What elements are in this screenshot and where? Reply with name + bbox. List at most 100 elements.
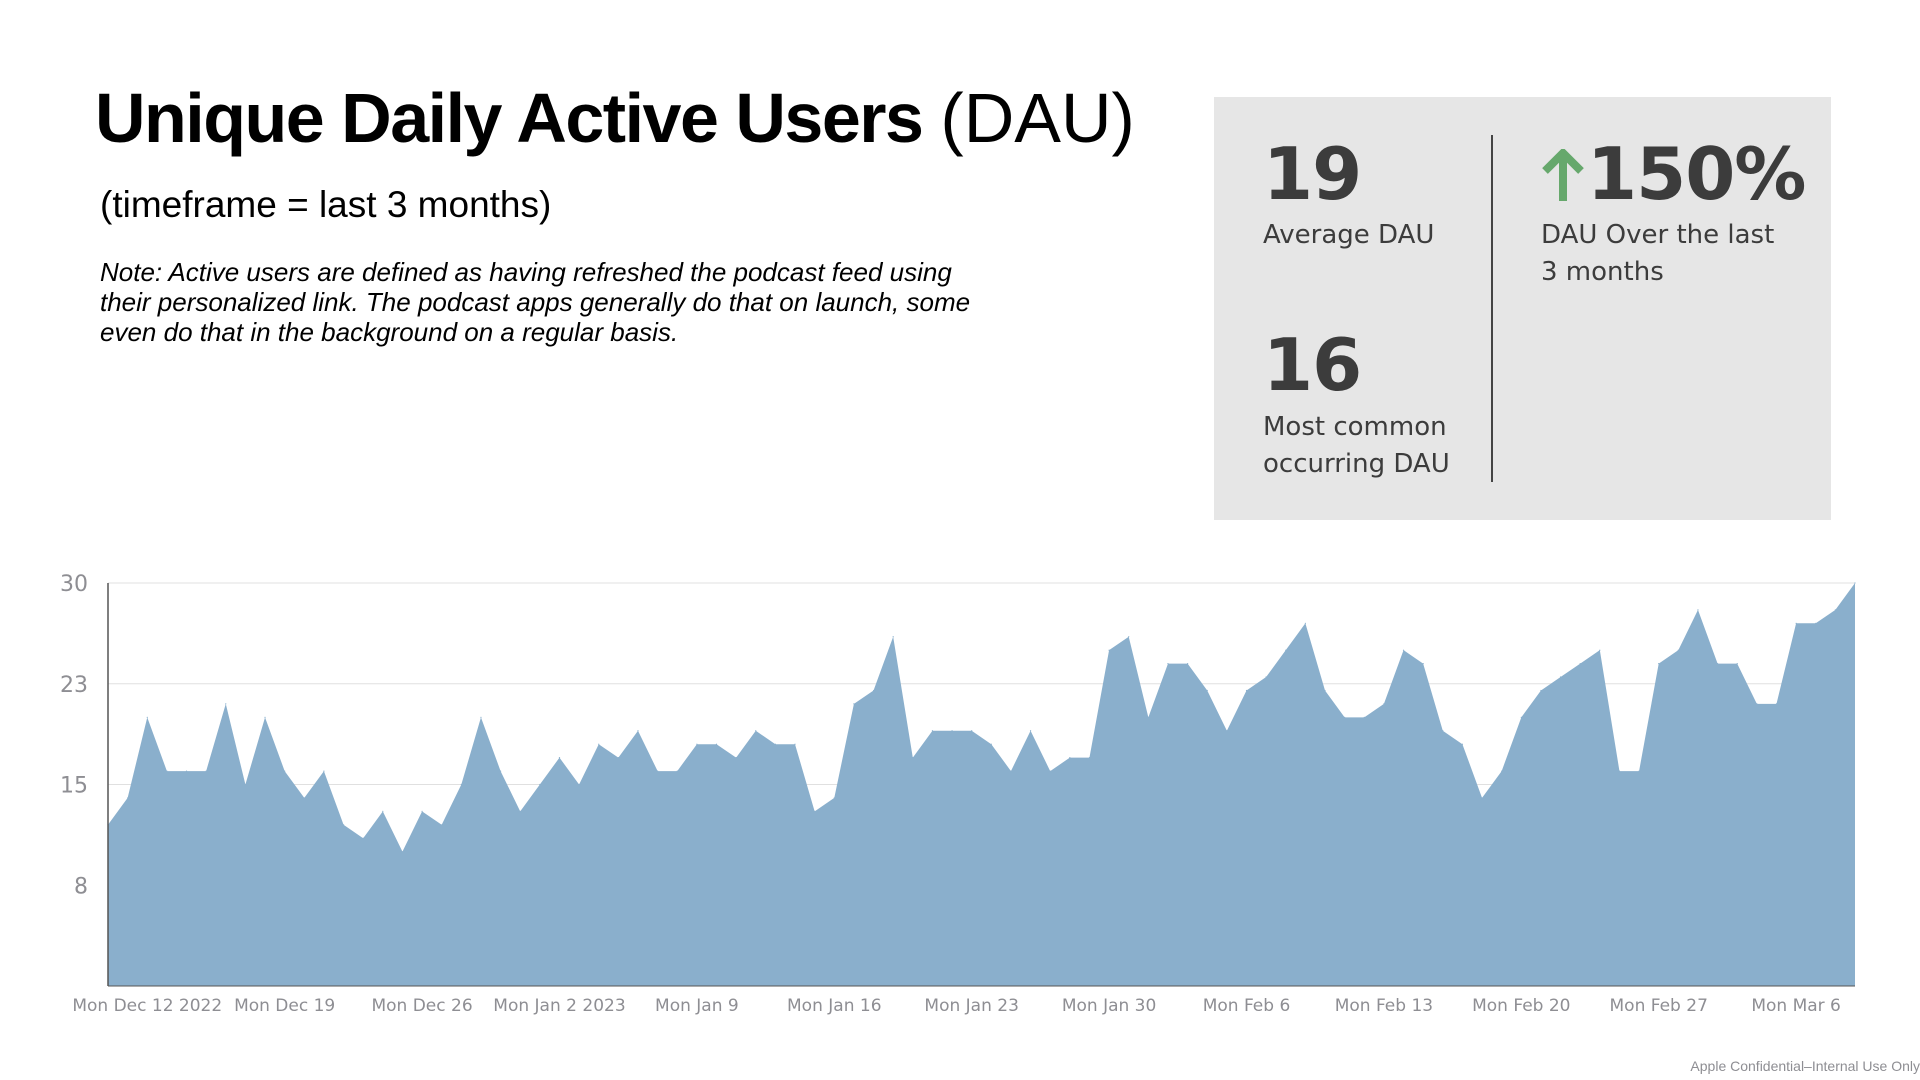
x-tick-label: Mon Jan 16 (787, 996, 882, 1016)
data-point (1383, 703, 1385, 705)
data-point (1167, 663, 1169, 665)
data-point (244, 783, 246, 786)
x-tick-label: Mon Feb 6 (1203, 996, 1291, 1016)
data-point (1461, 743, 1464, 745)
data-point (1324, 689, 1326, 692)
x-tick-label: Mon Dec 12 2022 (72, 996, 222, 1016)
data-point (1245, 689, 1248, 692)
data-point (1402, 649, 1405, 651)
dau-area-series (108, 583, 1855, 986)
data-point (1226, 730, 1228, 732)
data-point (303, 797, 305, 799)
data-point (931, 730, 934, 732)
data-point (1481, 797, 1483, 799)
data-point (225, 703, 227, 705)
data-point (1285, 649, 1287, 651)
data-point (1128, 636, 1130, 638)
data-point (205, 770, 207, 772)
data-point (323, 770, 325, 772)
x-tick-label: Mon Feb 13 (1335, 996, 1433, 1016)
average-dau-value: 19 (1263, 132, 1362, 216)
timeframe-subtitle: (timeframe = last 3 months) (100, 184, 552, 225)
data-point (185, 770, 188, 772)
data-point (284, 770, 286, 772)
data-point (990, 743, 992, 745)
x-tick-label: Mon Jan 30 (1062, 996, 1157, 1016)
data-point (1559, 676, 1562, 678)
data-point (755, 730, 757, 732)
data-point (1579, 663, 1581, 665)
average-dau-label: Average DAU (1263, 220, 1435, 250)
data-point (833, 797, 835, 799)
data-point (1501, 770, 1503, 772)
data-point (1815, 622, 1817, 624)
data-point (558, 757, 561, 759)
data-point (1422, 663, 1424, 665)
x-tick-label: Mon Jan 9 (655, 996, 739, 1016)
data-point (1677, 649, 1679, 651)
x-tick-label: Mon Feb 20 (1472, 996, 1570, 1016)
data-point (1736, 663, 1738, 665)
x-tick-label: Mon Dec 26 (371, 996, 472, 1016)
data-point (401, 851, 404, 853)
data-point (1658, 663, 1660, 665)
data-point (1363, 716, 1365, 718)
data-point (166, 770, 168, 772)
y-tick-label: 8 (74, 874, 88, 899)
data-point (264, 716, 266, 718)
x-tick-label: Mon Jan 23 (924, 996, 1019, 1016)
mode-dau-label: Most common occurring DAU (1263, 412, 1450, 479)
data-point (912, 757, 914, 759)
data-point (342, 824, 345, 826)
y-tick-label: 15 (60, 774, 88, 799)
data-point (676, 770, 678, 772)
data-point (872, 689, 875, 692)
data-point (1344, 716, 1346, 718)
data-point (794, 743, 796, 745)
data-point (598, 743, 600, 745)
data-point (441, 824, 443, 826)
data-point (1010, 770, 1012, 772)
data-point (1265, 676, 1267, 678)
dau-area-chart: 30 23 15 8 Mon Dec 12 2022 Mon Dec 19 Mon Dec … (60, 572, 1856, 1016)
data-point (1717, 663, 1719, 665)
data-point (1697, 609, 1699, 611)
title-main: Unique Daily Active Users (95, 79, 924, 157)
data-point (1304, 622, 1306, 624)
mode-dau-value: 16 (1263, 323, 1362, 407)
data-point (1834, 609, 1836, 611)
data-point (1069, 757, 1071, 759)
data-point (951, 730, 953, 732)
data-point (480, 716, 482, 718)
arrow-up-icon (1541, 140, 1585, 220)
data-point (1206, 689, 1208, 692)
y-tick-label: 30 (60, 572, 88, 597)
data-point (696, 743, 698, 745)
data-point (892, 636, 894, 638)
data-point (1540, 689, 1542, 692)
data-point (774, 743, 776, 745)
page-title: Unique Daily Active Users (DAU) (95, 78, 1135, 158)
data-point (1618, 770, 1621, 772)
data-point (362, 837, 364, 839)
data-point (1599, 649, 1601, 651)
definition-note: Note: Active users are defined as having… (100, 257, 971, 347)
data-point (460, 783, 462, 786)
data-point (1854, 582, 1856, 584)
kpi-panel: 19 Average DAU 16 Most common occurring … (1214, 97, 1831, 520)
data-point (1029, 730, 1032, 732)
data-point (421, 810, 423, 812)
x-tick-label: Mon Jan 2 2023 (493, 996, 625, 1016)
data-point (1756, 703, 1758, 705)
data-point (1442, 730, 1444, 732)
data-point (1108, 649, 1110, 651)
data-point (1147, 716, 1149, 718)
data-point (499, 770, 502, 772)
data-point (617, 757, 619, 759)
data-point (127, 797, 129, 799)
x-tick-label: Mon Dec 19 (234, 996, 335, 1016)
data-point (1520, 716, 1522, 718)
data-point (637, 730, 639, 732)
growth-value-row: 150% (1541, 134, 1806, 220)
data-point (971, 730, 973, 732)
